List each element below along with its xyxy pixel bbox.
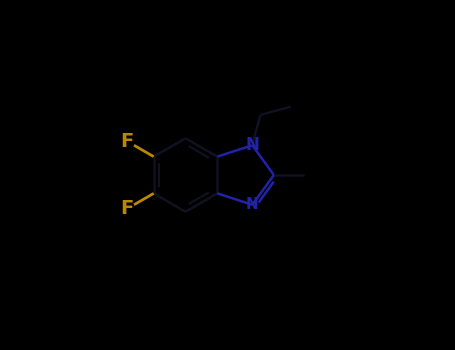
- Text: F: F: [121, 132, 134, 151]
- Text: N: N: [246, 197, 258, 212]
- Text: F: F: [121, 199, 134, 218]
- Text: N: N: [245, 136, 259, 154]
